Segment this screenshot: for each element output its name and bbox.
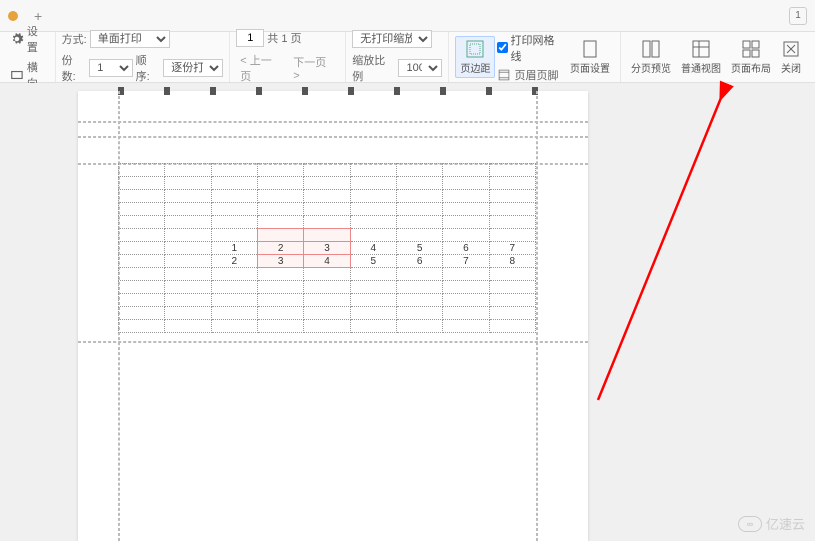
header-footer-button[interactable]: 页眉页脚 (497, 67, 564, 83)
mode-label: 方式: (62, 31, 87, 47)
print-toolbar: 设置 横向 方式: 单面打印 份数: 1 顺序: 逐份打印 共 1 页 < 上一… (0, 32, 815, 83)
print-mode-group: 方式: 单面打印 份数: 1 顺序: 逐份打印 (56, 32, 231, 82)
add-tab-button[interactable]: + (34, 8, 42, 24)
watermark-text: 亿速云 (766, 514, 805, 533)
page-layout-button[interactable]: 页面布局 (727, 37, 775, 77)
page-setup-icon (580, 39, 600, 59)
order-select[interactable]: 逐份打印 (163, 59, 223, 77)
header-footer-label: 页眉页脚 (514, 67, 558, 83)
normal-view-button[interactable]: 普通视图 (677, 37, 725, 77)
prev-page-button[interactable]: < 上一页 (236, 51, 286, 85)
scale-group: 无打印缩放 缩放比例 100 % (346, 32, 449, 82)
scale-label: 缩放比例 (352, 52, 395, 84)
page-nav-group: 共 1 页 < 上一页 下一页 > (230, 32, 346, 82)
scale-value-select[interactable]: 100 % (398, 59, 442, 77)
scale-mode-select[interactable]: 无打印缩放 (352, 30, 432, 48)
page-break-icon (641, 39, 661, 59)
settings-group: 设置 横向 (4, 32, 56, 82)
gear-icon (10, 32, 24, 46)
settings-label: 设置 (27, 23, 49, 55)
page-break-button[interactable]: 分页预览 (627, 37, 675, 77)
gridlines-checkbox[interactable]: 打印网格线 (497, 32, 564, 64)
copies-select[interactable]: 1 (89, 59, 132, 77)
ruler-horizontal (78, 87, 588, 95)
tab-bar: + 1 (0, 0, 815, 32)
page-total-label: 共 1 页 (267, 30, 301, 46)
spreadsheet-grid[interactable]: 12345672345678 (118, 163, 536, 333)
page-break-label: 分页预览 (631, 60, 671, 75)
margin-icon (465, 39, 485, 59)
normal-view-label: 普通视图 (681, 60, 721, 75)
layout-group: 页边距 打印网格线 页眉页脚 页面设置 (449, 32, 621, 82)
normal-view-icon (691, 39, 711, 59)
page-layout-label: 页面布局 (731, 60, 771, 75)
header-footer-icon (497, 68, 511, 82)
mode-select[interactable]: 单面打印 (90, 30, 170, 48)
settings-button[interactable]: 设置 (10, 23, 49, 55)
tab-count-badge: 1 (789, 7, 807, 25)
page-icon (10, 68, 24, 82)
page-preview: 12345672345678 (78, 91, 588, 541)
view-group: 分页预览 普通视图 页面布局 关闭 (621, 32, 811, 82)
close-icon (781, 39, 801, 59)
copies-label: 份数: (62, 52, 87, 84)
watermark-logo: ∞ (738, 516, 762, 532)
page-layout-icon (741, 39, 761, 59)
watermark: ∞ 亿速云 (738, 514, 805, 533)
gridlines-label: 打印网格线 (510, 32, 564, 64)
order-label: 顺序: (136, 52, 161, 84)
margin-label: 页边距 (460, 60, 490, 75)
next-page-button[interactable]: 下一页 > (289, 53, 339, 83)
close-button[interactable]: 关闭 (777, 37, 805, 77)
document-area: 12345672345678 (0, 83, 815, 541)
tab-dot (8, 11, 18, 21)
page-setup-label: 页面设置 (570, 60, 610, 75)
page-setup-button[interactable]: 页面设置 (566, 37, 614, 77)
gridlines-check-input[interactable] (497, 42, 508, 53)
close-label: 关闭 (781, 60, 801, 75)
page-from-input[interactable] (236, 29, 264, 47)
margin-button[interactable]: 页边距 (455, 36, 495, 78)
